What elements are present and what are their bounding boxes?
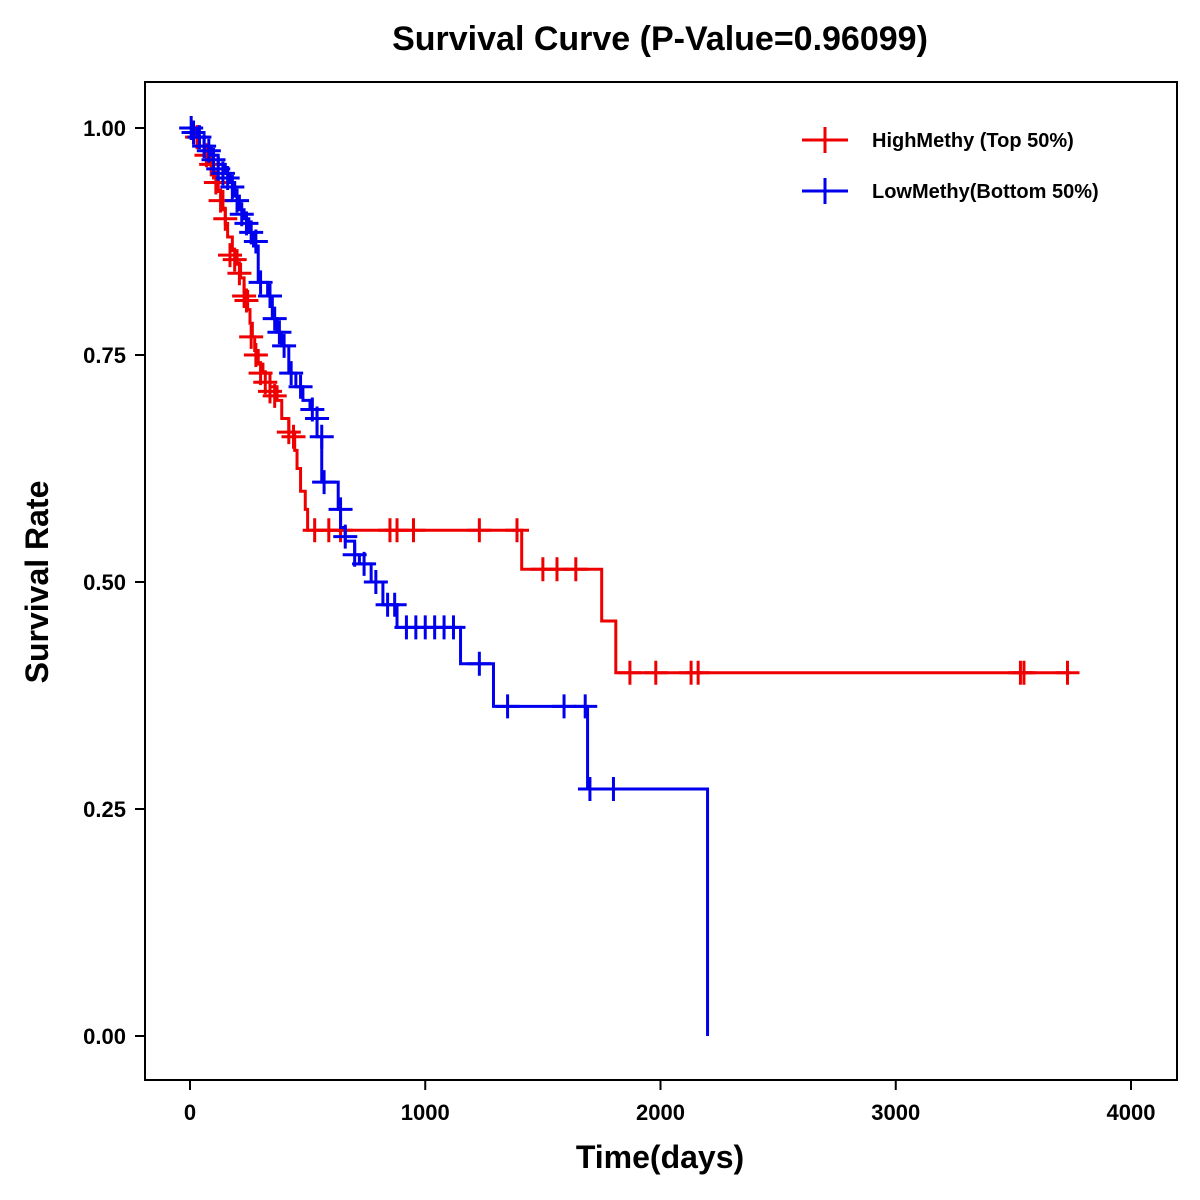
censor-mark bbox=[305, 406, 330, 431]
censor-mark bbox=[577, 777, 602, 802]
censor-mark bbox=[552, 694, 577, 719]
y-tick-label: 0.50 bbox=[83, 570, 126, 595]
censor-mark bbox=[441, 615, 466, 640]
x-tick-label: 1000 bbox=[401, 1100, 450, 1125]
censor-mark bbox=[262, 306, 287, 331]
censor-mark bbox=[467, 518, 492, 543]
censor-mark bbox=[617, 660, 642, 685]
censor-mark bbox=[288, 374, 313, 399]
censor-mark bbox=[248, 270, 273, 295]
x-tick-label: 3000 bbox=[871, 1100, 920, 1125]
censor-mark bbox=[232, 283, 257, 308]
plot-frame bbox=[144, 81, 1178, 1081]
censor-mark bbox=[222, 247, 247, 272]
censor-mark bbox=[563, 557, 588, 582]
x-tick-label: 0 bbox=[184, 1100, 196, 1125]
series-1 bbox=[179, 116, 710, 1036]
censor-mark bbox=[686, 660, 711, 685]
censor-mark bbox=[262, 383, 287, 408]
censor-mark bbox=[281, 424, 306, 449]
legend-key bbox=[802, 127, 848, 153]
censor-mark bbox=[333, 524, 358, 549]
series-0 bbox=[185, 125, 1080, 685]
censor-mark bbox=[504, 518, 529, 543]
censor-mark bbox=[467, 651, 492, 676]
censor-mark bbox=[243, 343, 268, 367]
y-tick-label: 1.00 bbox=[83, 116, 126, 141]
legend-key bbox=[802, 178, 848, 204]
censor-mark bbox=[210, 161, 235, 186]
censor-mark bbox=[192, 134, 217, 159]
chart-title: Survival Curve (P-Value=0.96099) bbox=[392, 20, 928, 58]
censor-mark bbox=[181, 120, 206, 145]
y-tick-label: 0.75 bbox=[83, 343, 126, 368]
censor-mark bbox=[243, 229, 268, 254]
censor-mark bbox=[239, 324, 264, 349]
y-axis-label: Survival Rate bbox=[19, 481, 55, 684]
censor-mark bbox=[382, 592, 407, 617]
legend-label: LowMethy(Bottom 50%) bbox=[872, 181, 1099, 203]
x-tick-label: 4000 bbox=[1107, 1100, 1156, 1125]
censor-mark bbox=[279, 361, 304, 386]
censor-mark bbox=[363, 570, 388, 594]
legend-label: HighMethy (Top 50%) bbox=[872, 130, 1074, 152]
censor-mark bbox=[1011, 660, 1036, 685]
censor-mark bbox=[573, 694, 598, 719]
censor-mark bbox=[309, 424, 334, 449]
censor-mark bbox=[1055, 660, 1080, 685]
censor-mark bbox=[213, 206, 238, 231]
censor-mark bbox=[401, 518, 426, 543]
censor-mark bbox=[352, 551, 377, 576]
censor-mark bbox=[601, 777, 626, 802]
survival-curve bbox=[190, 126, 1070, 675]
censor-mark bbox=[220, 175, 245, 200]
censor-mark bbox=[276, 420, 301, 445]
censor-mark bbox=[234, 288, 259, 313]
censor-mark bbox=[267, 320, 292, 345]
censor-mark bbox=[217, 243, 242, 268]
y-tick-label: 0.00 bbox=[83, 1024, 126, 1049]
x-tick-label: 2000 bbox=[636, 1100, 685, 1125]
censor-mark bbox=[643, 660, 668, 685]
y-tick-label: 0.25 bbox=[83, 797, 126, 822]
censor-mark bbox=[328, 497, 353, 522]
censor-mark bbox=[225, 188, 250, 213]
censor-mark bbox=[257, 379, 282, 404]
x-axis-label: Time(days) bbox=[576, 1139, 744, 1175]
legend: HighMethy (Top 50%) LowMethy(Bottom 50%) bbox=[802, 127, 1099, 204]
censor-mark bbox=[312, 470, 337, 495]
censor-mark bbox=[495, 694, 520, 719]
survival-curve bbox=[190, 126, 710, 1036]
censor-mark bbox=[257, 283, 282, 308]
censor-mark bbox=[272, 333, 297, 358]
censor-mark bbox=[227, 261, 252, 286]
